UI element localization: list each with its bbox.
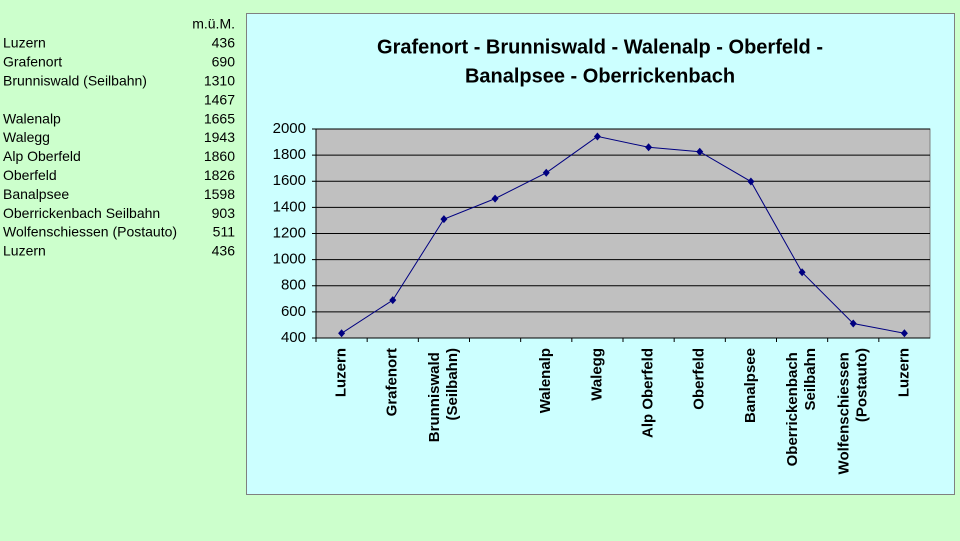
chart-title: Banalpsee - Oberrickenbach (465, 65, 735, 87)
x-tick-label: Oberfeld (691, 348, 708, 410)
table-value: 1665 (204, 110, 235, 126)
marker (696, 147, 704, 156)
y-tick-label: 1800 (273, 146, 306, 163)
x-tick-label: Walegg (588, 348, 605, 401)
table-value: 1860 (204, 148, 235, 164)
table-value: 1943 (204, 129, 235, 145)
table-name: Walenalp (3, 110, 61, 126)
table-header: m.ü.M. (192, 16, 235, 32)
table-value: 1598 (204, 186, 235, 202)
x-tick-label: Walenalp (537, 348, 554, 413)
table-name: Brunniswald (Seilbahn) (3, 73, 147, 89)
y-tick-label: 1200 (273, 224, 306, 241)
y-tick-label: 1000 (273, 251, 306, 268)
marker (389, 296, 397, 305)
table-value: 1826 (204, 167, 235, 183)
marker (593, 132, 601, 141)
table-value: 436 (212, 243, 236, 259)
line (341, 135, 905, 334)
marker (849, 319, 857, 328)
chart-title: Grafenort - Brunniswald - Walenalp - Obe… (377, 36, 823, 58)
marker (798, 268, 806, 277)
table-value: 1467 (204, 91, 235, 107)
table-name: Wolfenschiessen (Postauto) (3, 224, 177, 240)
y-tick-label: 2000 (273, 120, 306, 137)
x-tick-label: Luzern (333, 348, 350, 397)
y-tick-label: 1400 (273, 198, 306, 215)
marker (747, 177, 755, 186)
table-name: Alp Oberfeld (3, 148, 81, 164)
y-tick-label: 400 (281, 329, 306, 346)
table-name: Luzern (3, 35, 46, 51)
table-value: 903 (212, 205, 236, 221)
x-tick-label: Oberrickenbach Seilbahn (784, 348, 819, 466)
x-tick-label: Grafenort (384, 348, 401, 416)
x-tick-label: Alp Oberfeld (640, 348, 657, 438)
table-name: Oberfeld (3, 167, 57, 183)
table-name: Walegg (3, 129, 50, 145)
marker (440, 215, 448, 224)
x-tick-label: Brunniswald (Seilbahn) (426, 348, 461, 442)
y-tick-label: 600 (281, 303, 306, 320)
table-name: Oberrickenbach Seilbahn (3, 205, 160, 221)
table-name: Banalpsee (3, 186, 69, 202)
marker (338, 329, 346, 338)
marker (900, 329, 908, 338)
table-value: 690 (212, 54, 236, 70)
y-tick-label: 1600 (273, 172, 306, 189)
marker (491, 194, 499, 203)
table-name: Luzern (3, 243, 46, 259)
y-tick-label: 800 (281, 277, 306, 294)
x-tick-label: Wolfenschiessen (Postauto) (835, 348, 870, 474)
marker (645, 143, 653, 152)
table-name: Grafenort (3, 54, 62, 70)
marker (542, 168, 550, 177)
x-tick-label: Luzern (895, 348, 912, 397)
x-tick-label: Banalpsee (742, 348, 759, 423)
table-value: 1310 (204, 73, 235, 89)
table-value: 436 (212, 35, 236, 51)
table-value: 511 (213, 224, 236, 240)
